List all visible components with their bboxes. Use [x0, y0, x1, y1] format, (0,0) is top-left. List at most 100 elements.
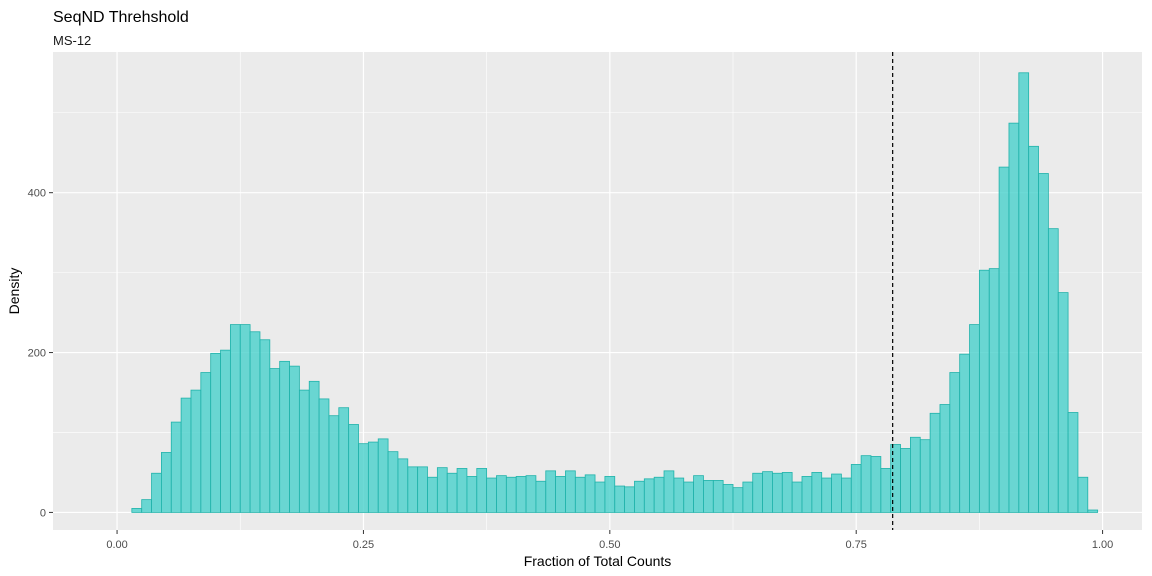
- histogram-bar: [348, 424, 359, 513]
- histogram-bar: [1057, 292, 1069, 513]
- histogram-bar: [318, 398, 330, 513]
- histogram-bar: [367, 441, 379, 513]
- histogram-bar: [505, 476, 517, 513]
- histogram-bar: [939, 404, 951, 513]
- histogram-bar: [752, 472, 763, 513]
- histogram-bar: [545, 470, 557, 513]
- histogram-bar: [269, 368, 281, 513]
- histogram-bar: [574, 476, 586, 513]
- histogram-bar: [683, 481, 694, 513]
- histogram-bar: [594, 481, 606, 513]
- histogram-bar: [210, 352, 221, 513]
- histogram-bar: [1008, 122, 1020, 513]
- histogram-bar: [131, 508, 143, 513]
- histogram-bar: [693, 475, 704, 513]
- histogram-bar: [565, 470, 576, 513]
- histogram-bar: [456, 468, 468, 513]
- x-tick-label: 0.25: [353, 539, 374, 551]
- y-axis: 0 200 400: [28, 188, 53, 519]
- histogram-bar: [870, 456, 882, 513]
- chart-subtitle: MS-12: [53, 33, 91, 48]
- histogram-bar: [338, 407, 350, 513]
- histogram-bar: [969, 324, 980, 513]
- histogram-bar: [919, 439, 931, 513]
- histogram-bar: [555, 476, 566, 513]
- histogram-bar: [742, 481, 754, 513]
- histogram-bar: [190, 389, 202, 513]
- histogram-bar: [515, 476, 527, 513]
- histogram-bar: [1077, 476, 1089, 513]
- histogram-bar: [988, 268, 1000, 513]
- histogram-bar: [900, 448, 911, 513]
- histogram-bar: [821, 477, 832, 513]
- histogram-bar: [1047, 228, 1059, 513]
- histogram-bar: [239, 324, 251, 513]
- histogram-bar: [653, 476, 665, 513]
- histogram-bar: [722, 484, 734, 513]
- histogram-bar: [328, 415, 340, 513]
- histogram-bar: [643, 478, 655, 513]
- x-tick-label: 1.00: [1092, 539, 1113, 551]
- histogram-bar: [427, 476, 438, 513]
- histogram-bar: [712, 480, 724, 513]
- histogram-bar: [880, 468, 892, 513]
- histogram-bar: [949, 372, 961, 513]
- histogram-bar: [436, 467, 448, 513]
- histogram-bar: [584, 474, 596, 513]
- histogram-bar: [860, 455, 872, 513]
- histogram-bar: [358, 443, 369, 513]
- histogram-bar: [998, 166, 1010, 513]
- histogram-bar: [673, 477, 685, 513]
- histogram-bar: [772, 472, 783, 513]
- histogram-bar: [141, 499, 152, 513]
- histogram-bar: [801, 476, 813, 513]
- y-tick-label: 400: [28, 188, 46, 200]
- histogram-bar: [289, 365, 300, 513]
- histogram-bar: [831, 473, 842, 513]
- histogram-bar: [486, 477, 497, 513]
- histogram-bar: [634, 480, 645, 513]
- chart-title: SeqND Threhshold: [53, 9, 189, 26]
- histogram-bar: [308, 380, 320, 513]
- histogram-bar: [397, 458, 409, 513]
- histogram-bar: [929, 412, 941, 513]
- histogram-bar: [535, 480, 547, 513]
- histogram-bar: [496, 475, 507, 513]
- histogram-bar: [850, 464, 862, 513]
- histogram-bar: [220, 349, 231, 513]
- histogram-bar: [732, 487, 744, 513]
- histogram-bar: [180, 397, 192, 513]
- histogram-bar: [1018, 72, 1030, 513]
- histogram-bar: [1028, 145, 1039, 513]
- histogram-bar: [279, 360, 290, 513]
- histogram-bar: [811, 472, 823, 513]
- histogram-bar: [161, 452, 172, 513]
- y-tick-label: 0: [40, 507, 46, 519]
- histogram-bar: [200, 372, 212, 513]
- histogram-bar: [476, 468, 488, 513]
- histogram-bar: [466, 476, 478, 513]
- histogram-bar: [791, 481, 803, 513]
- histogram-bar: [624, 486, 635, 513]
- x-axis: 0.00 0.25 0.50 0.75 1.00: [106, 530, 1113, 551]
- x-tick-label: 0.75: [845, 539, 866, 551]
- histogram-bar: [910, 436, 921, 513]
- histogram-bar: [417, 466, 428, 513]
- histogram-bars: [131, 72, 1099, 513]
- histogram-bar: [377, 438, 389, 513]
- y-tick-label: 200: [28, 348, 46, 360]
- histogram-bar: [1087, 509, 1099, 513]
- histogram-bar: [663, 470, 675, 513]
- y-axis-title: Density: [6, 268, 22, 315]
- x-tick-label: 0.00: [106, 539, 127, 551]
- histogram-bar: [959, 353, 970, 513]
- minor-gridlines: [53, 52, 1142, 530]
- histogram-bar: [446, 472, 458, 513]
- histogram-bar: [841, 477, 852, 513]
- histogram-bar: [229, 324, 241, 513]
- histogram-bar: [781, 472, 793, 513]
- histogram-bar: [978, 269, 990, 513]
- x-tick-label: 0.50: [599, 539, 620, 551]
- histogram-bar: [387, 451, 399, 513]
